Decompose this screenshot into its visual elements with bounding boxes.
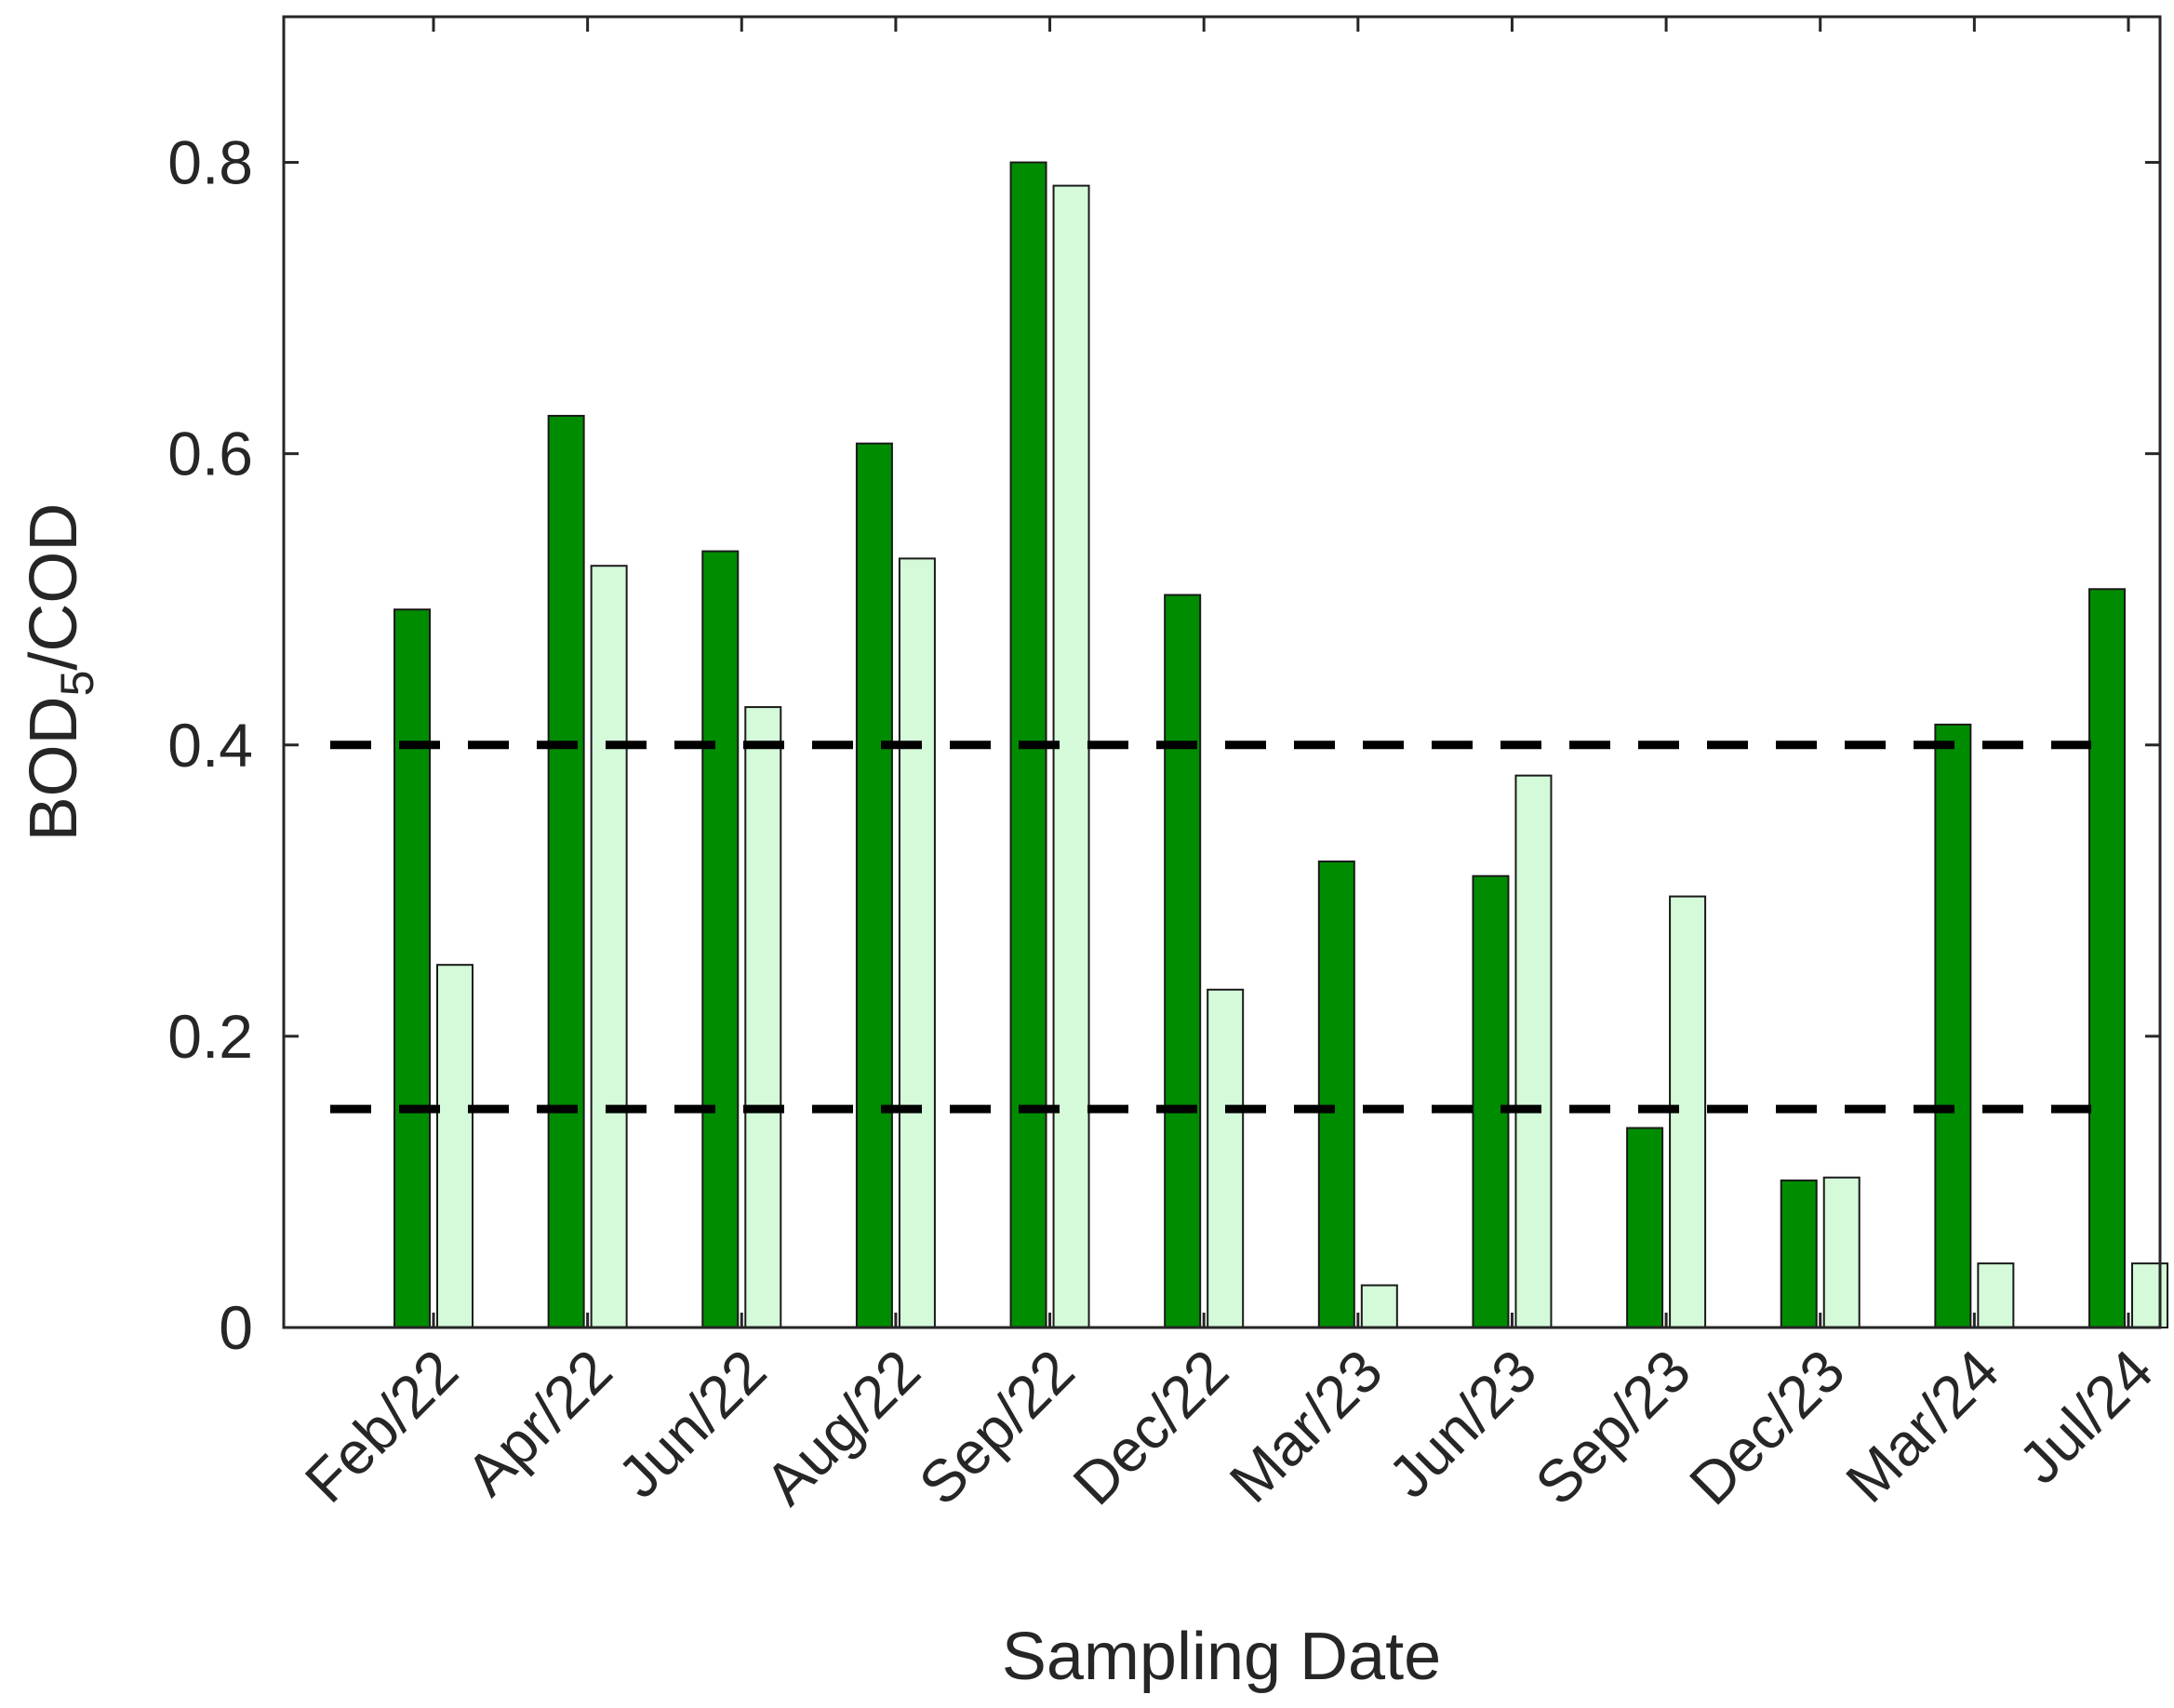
- bar-series1-jun-22: [701, 550, 740, 1328]
- x-tick-label: Jun/23: [1376, 1337, 1550, 1511]
- bar-series1-aug-22: [855, 442, 893, 1328]
- bar-series1-dec-22: [1164, 594, 1202, 1328]
- x-tick-label: Dec/23: [1676, 1337, 1857, 1517]
- bar-series2-feb-22: [436, 964, 473, 1328]
- x-tick-label: Jul/24: [2006, 1337, 2166, 1497]
- y-tick-label: 0.6: [167, 420, 253, 488]
- x-tick-label: Apr/22: [453, 1337, 624, 1508]
- reference-lines-group: [330, 741, 2091, 1114]
- y-axis-title-subscript: 5: [51, 671, 103, 697]
- bar-series2-dec-22: [1207, 988, 1245, 1329]
- y-tick-label: 0.8: [167, 128, 253, 197]
- bar-series1-apr-22: [547, 414, 585, 1328]
- x-tick-label: Aug/22: [752, 1337, 932, 1517]
- y-axis-ticks: 0 0.2 0.4 0.6 0.8: [167, 128, 2160, 1362]
- bar-series1-mar-24: [1934, 723, 1972, 1328]
- bar-series1-dec-23: [1780, 1179, 1818, 1329]
- bar-series1-mar-23: [1317, 861, 1355, 1328]
- bar-series2-jun-23: [1514, 774, 1553, 1328]
- bar-series1-feb-22: [393, 608, 431, 1328]
- bar-series2-jun-22: [744, 706, 782, 1328]
- bar-series2-apr-22: [590, 565, 628, 1328]
- bar-series2-jul-24: [2131, 1262, 2168, 1329]
- x-tick-label: Sep/23: [1523, 1337, 1703, 1517]
- bar-series1-sep-23: [1626, 1127, 1664, 1329]
- bar-series2-mar-24: [1977, 1262, 2015, 1329]
- x-tick-label: Mar/24: [1834, 1337, 2012, 1515]
- x-tick-label: Dec/22: [1060, 1337, 1241, 1517]
- y-axis-title-main: BOD: [17, 696, 91, 841]
- bar-series2-sep-22: [1052, 184, 1090, 1328]
- x-tick-label: Sep/22: [906, 1337, 1087, 1517]
- x-tick-label: Mar/23: [1217, 1337, 1395, 1515]
- bar-series2-aug-22: [898, 557, 936, 1328]
- bar-series1-jun-23: [1472, 874, 1510, 1329]
- x-tick-label: Feb/22: [292, 1337, 471, 1515]
- y-tick-label: 0: [219, 1293, 253, 1362]
- bar-series1-jul-24: [2088, 588, 2126, 1328]
- bar-series2-mar-23: [1360, 1284, 1398, 1328]
- y-tick-label: 0.4: [167, 711, 253, 780]
- bar-series2-dec-23: [1822, 1176, 1861, 1329]
- x-tick-label: Jun/22: [605, 1337, 779, 1511]
- y-axis-title: BOD5/COD: [17, 503, 103, 842]
- bars-group: [393, 161, 2168, 1329]
- x-axis-title: Sampling Date: [1002, 1620, 1441, 1694]
- y-tick-label: 0.2: [167, 1002, 253, 1071]
- y-axis-title-rest: /COD: [17, 503, 91, 671]
- plot-area-frame: [282, 15, 2162, 1329]
